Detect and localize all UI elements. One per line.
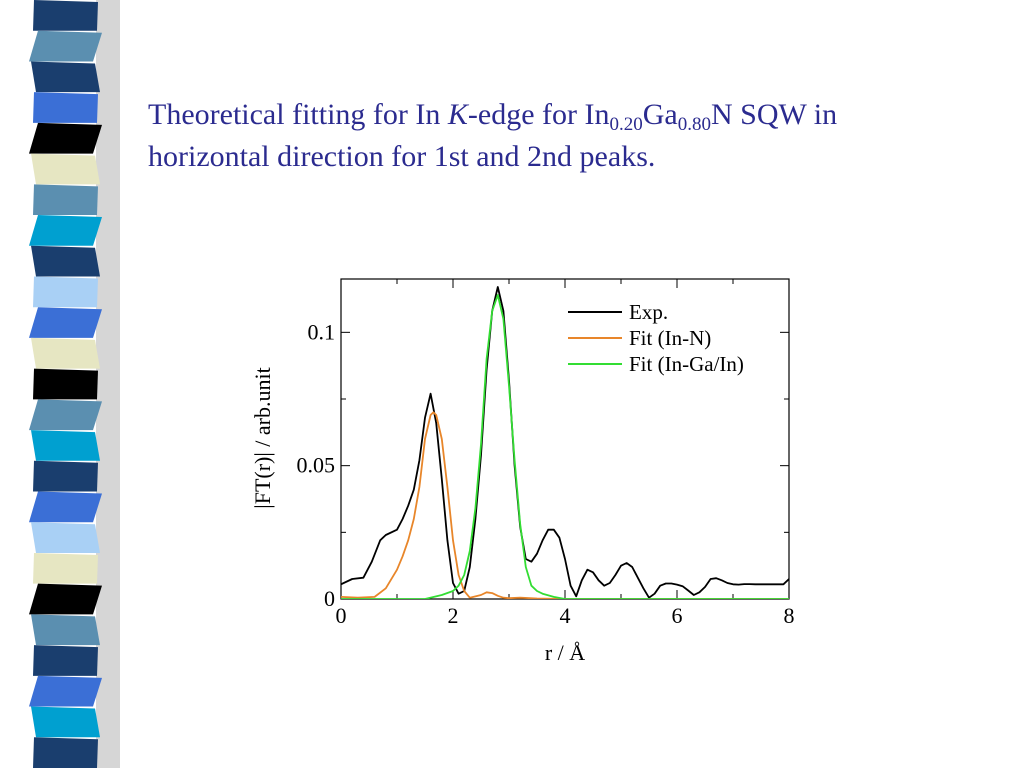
x-tick-label: 8 — [784, 603, 795, 628]
title-text-ga: Ga — [642, 98, 678, 131]
series-line-1 — [341, 411, 789, 599]
x-axis-label: r / Å — [545, 640, 585, 665]
strip-block — [33, 92, 98, 123]
title-text-1: Theoretical fitting for In — [148, 98, 448, 131]
strip-block — [33, 552, 98, 584]
y-tick-label: 0.05 — [297, 453, 336, 478]
strip-block — [29, 122, 102, 154]
slide-title: Theoretical fitting for In K-edge for In… — [148, 94, 988, 178]
strip-block — [33, 276, 98, 308]
y-tick-label: 0.1 — [308, 319, 336, 344]
series-line-0 — [341, 286, 789, 599]
legend-label: Fit (In-N) — [629, 326, 711, 350]
x-tick-label: 2 — [448, 603, 459, 628]
strip-block — [29, 399, 102, 431]
plot-frame — [340, 278, 790, 600]
strip-block — [31, 706, 100, 738]
title-text-4: horizontal direction for 1st and 2nd pea… — [148, 140, 656, 173]
strip-block — [29, 30, 102, 62]
strip-block — [31, 430, 100, 461]
strip-block — [29, 675, 102, 707]
series-line-2 — [341, 294, 789, 599]
strip-block — [31, 245, 100, 277]
legend-label: Exp. — [629, 300, 668, 324]
strip-block — [31, 153, 100, 185]
legend-label: Fit (In-Ga/In) — [629, 352, 744, 376]
strip-block — [29, 491, 102, 523]
decorative-color-strip — [29, 0, 120, 768]
strip-block — [33, 460, 98, 492]
y-tick-label: 0 — [324, 586, 335, 611]
x-tick-label: 4 — [560, 603, 571, 628]
title-text-2: -edge for In — [467, 98, 610, 131]
strip-block — [31, 337, 100, 369]
strip-block — [33, 645, 98, 676]
x-tick-label: 6 — [672, 603, 683, 628]
strip-block — [29, 583, 102, 615]
title-sub-in: 0.20 — [609, 114, 643, 135]
strip-block — [31, 61, 100, 93]
title-text-3: N SQW in — [710, 98, 838, 131]
x-tick-label: 0 — [336, 603, 347, 628]
strip-block — [31, 614, 100, 646]
strip-block — [33, 0, 98, 31]
title-sub-ga: 0.80 — [677, 114, 711, 135]
strip-block — [31, 522, 100, 553]
strip-block — [33, 184, 98, 216]
y-axis-label: |FT(r)| / arb.unit — [250, 367, 275, 508]
title-text-k: K — [447, 98, 468, 131]
strip-block — [33, 737, 98, 768]
strip-block — [29, 307, 102, 338]
strip-block — [29, 215, 102, 246]
strip-block — [33, 368, 98, 400]
